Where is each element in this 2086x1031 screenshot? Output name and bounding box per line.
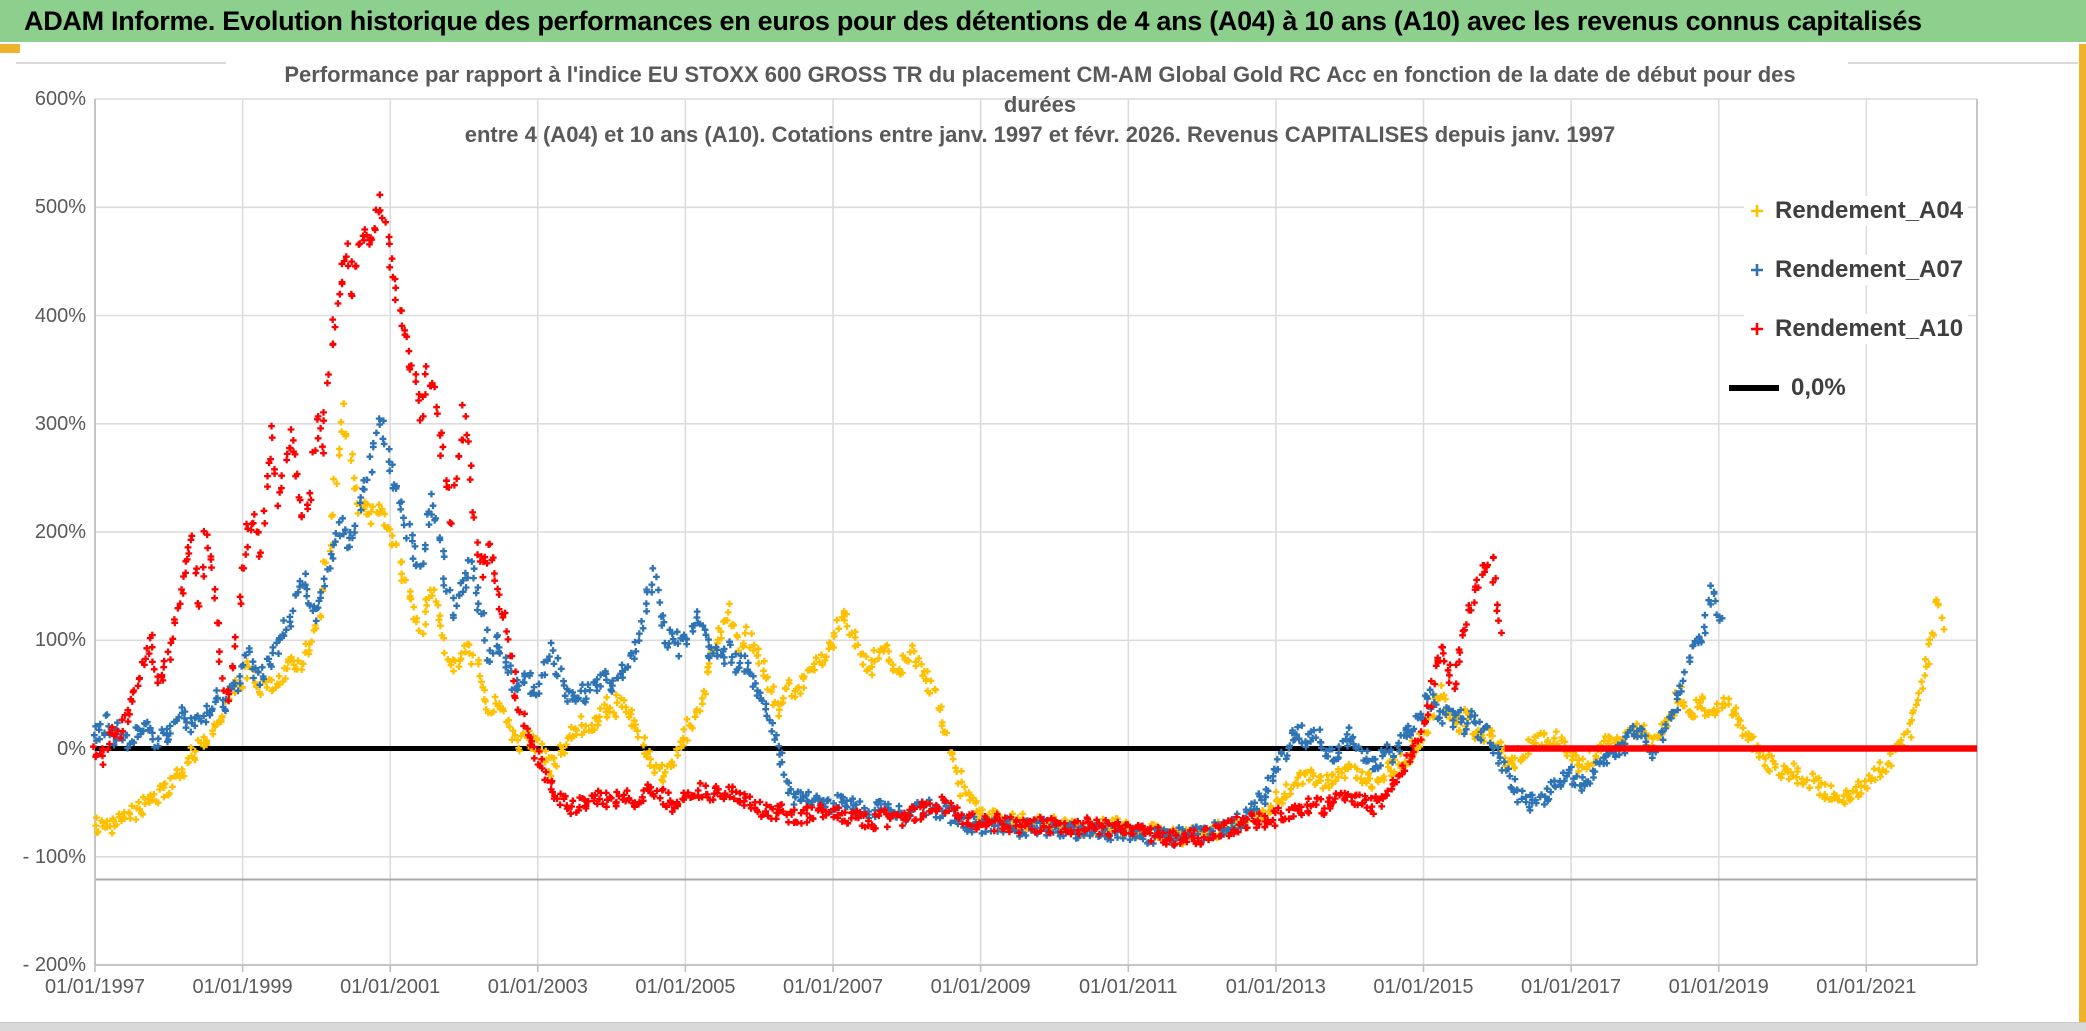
x-tick-label: 01/01/2019 bbox=[1668, 976, 1769, 998]
x-tick-label: 01/01/1997 bbox=[44, 976, 146, 998]
chart-title-line-2: durées bbox=[1003, 92, 1077, 117]
legend-item-rendement-a04: Rendement_A04 bbox=[1744, 196, 1969, 226]
page-title: ADAM Informe. Evolution historique des p… bbox=[24, 5, 1922, 36]
x-tick-label: 01/01/2003 bbox=[487, 976, 588, 998]
plus-marker-icon bbox=[1751, 205, 1763, 217]
x-tick-label: 01/01/2011 bbox=[1078, 976, 1178, 998]
x-tick-label: 01/01/1999 bbox=[192, 976, 293, 998]
y-tick-label: 400% bbox=[34, 304, 86, 327]
plus-marker-icon bbox=[1751, 323, 1763, 335]
plus-marker-icon bbox=[1751, 264, 1763, 276]
legend-label: Rendement_A04 bbox=[1775, 197, 1964, 224]
y-tick-label: 600% bbox=[34, 88, 86, 110]
x-tick-label: 01/01/2001 bbox=[340, 976, 441, 998]
header-bar: ADAM Informe. Evolution historique des p… bbox=[0, 0, 2086, 42]
x-tick-label: 01/01/2017 bbox=[1521, 976, 1622, 998]
y-tick-label: 300% bbox=[34, 412, 86, 435]
legend-label: Rendement_A07 bbox=[1775, 256, 1964, 283]
x-tick-label: 01/01/2013 bbox=[1225, 976, 1326, 998]
x-tick-label: 01/01/2005 bbox=[635, 976, 736, 998]
y-tick-label: 0% bbox=[57, 737, 86, 760]
chart-title: Performance par rapport à l'indice EU ST… bbox=[120, 60, 1960, 150]
x-tick-label: 01/01/2015 bbox=[1373, 976, 1474, 998]
legend-label: Rendement_A10 bbox=[1775, 315, 1964, 342]
y-tick-label: - 200% bbox=[22, 954, 86, 976]
x-tick-label: 01/01/2021 bbox=[1816, 976, 1917, 998]
legend-item-rendement-a07: Rendement_A07 bbox=[1744, 255, 1969, 285]
legend-label: 0,0% bbox=[1791, 374, 1846, 401]
line-swatch-icon bbox=[1729, 385, 1779, 391]
y-tick-label: 100% bbox=[34, 629, 86, 652]
gold-accent-right bbox=[2079, 44, 2086, 1022]
chart-title-line-1: Performance par rapport à l'indice EU ST… bbox=[284, 62, 1796, 87]
y-tick-label: 200% bbox=[34, 521, 86, 543]
chart-title-line-3: entre 4 (A04) et 10 ans (A10). Cotations… bbox=[464, 122, 1616, 147]
chart-border-top-right-segment bbox=[1848, 62, 2078, 64]
footer-strip bbox=[0, 1022, 2086, 1031]
legend-item-zero-line: 0,0% bbox=[1722, 373, 1851, 403]
chart-border-top-left-segment bbox=[16, 62, 226, 64]
legend-item-rendement-a10: Rendement_A10 bbox=[1744, 314, 1969, 344]
y-tick-label: - 100% bbox=[22, 845, 86, 868]
gold-accent-top-left bbox=[0, 44, 20, 53]
x-tick-label: 01/01/2007 bbox=[782, 976, 884, 998]
y-tick-label: 500% bbox=[34, 196, 86, 219]
x-tick-label: 01/01/2009 bbox=[930, 976, 1031, 998]
